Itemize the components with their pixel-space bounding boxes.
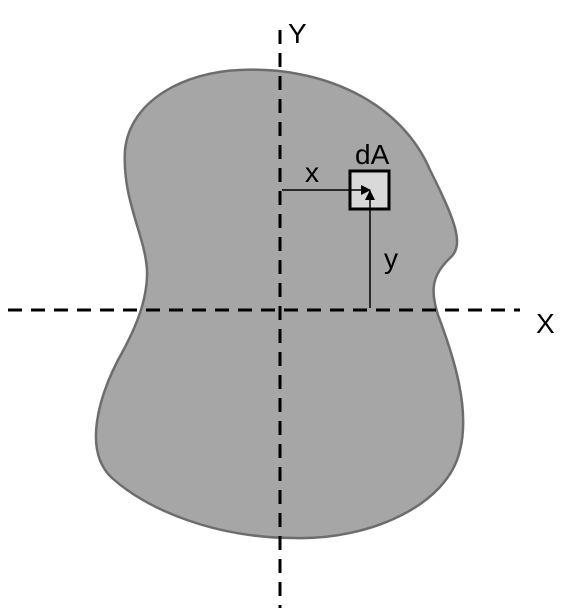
y-axis-label: Y bbox=[288, 18, 307, 49]
x-axis-label: X bbox=[536, 308, 555, 339]
y-distance-label: y bbox=[384, 243, 398, 274]
x-distance-label: x bbox=[305, 157, 319, 188]
element-label: dA bbox=[355, 139, 390, 170]
